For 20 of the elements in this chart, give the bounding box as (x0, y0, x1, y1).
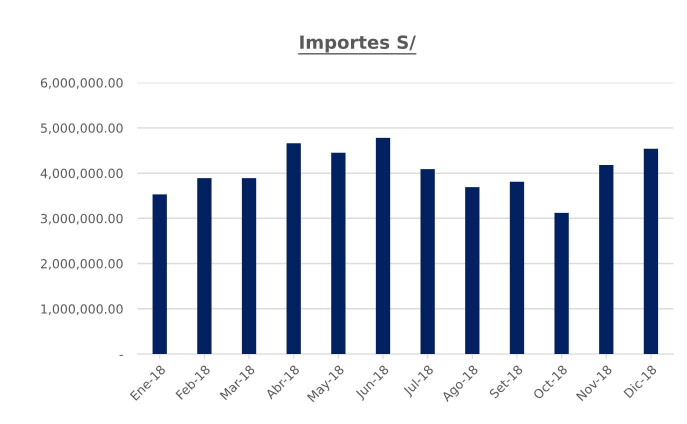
bar (242, 178, 256, 354)
y-tick-label: - (120, 354, 123, 356)
y-tick-label: 3,000,000.00 (40, 214, 123, 225)
y-tick-label: 4,000,000.00 (40, 168, 123, 180)
bar (197, 178, 212, 354)
bar (510, 182, 524, 354)
y-tick-label: 2,000,000.00 (40, 259, 123, 270)
bar (331, 152, 346, 354)
y-tick-label: 5,000,000.00 (40, 123, 123, 134)
bar (465, 187, 480, 354)
bar (554, 212, 569, 354)
y-tick-label: 6,000,000.00 (40, 78, 123, 89)
bar (286, 143, 301, 354)
chart-title: Importes S/ (300, 35, 416, 53)
bar (599, 164, 614, 354)
bar (644, 148, 658, 354)
bar (420, 169, 435, 354)
bar (152, 194, 167, 354)
bar (376, 138, 390, 354)
y-tick-label: 1,000,000.00 (41, 304, 123, 316)
